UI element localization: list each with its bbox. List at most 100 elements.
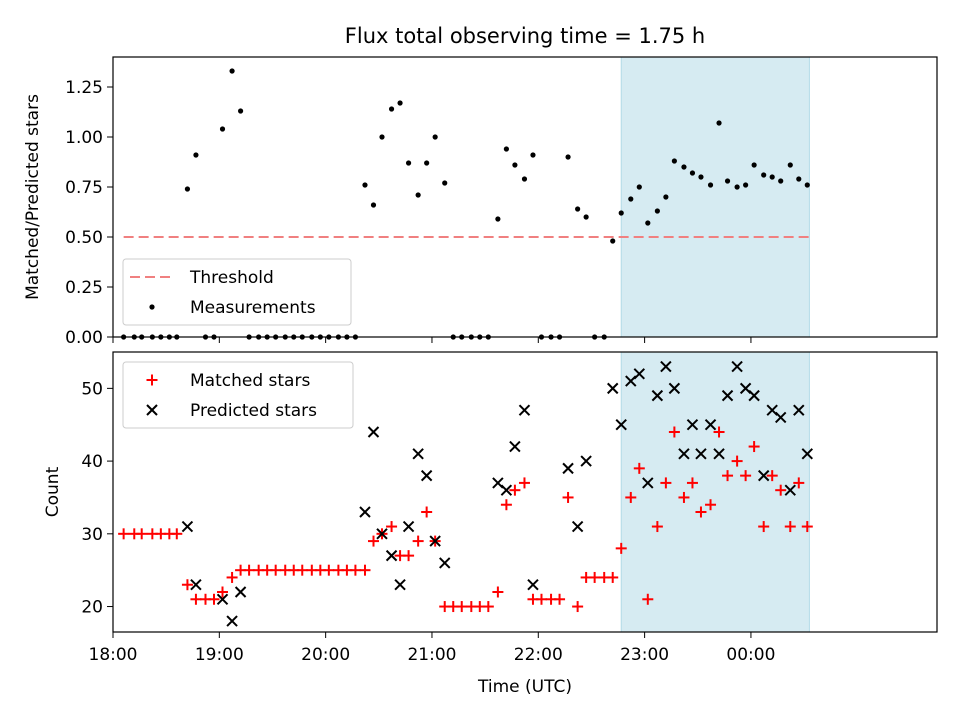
- predicted-star-point: [748, 389, 760, 402]
- predicted-star-point: [527, 579, 539, 591]
- matched-star-point: [181, 579, 193, 591]
- matched-star-point: [136, 528, 148, 540]
- matched-star-point: [784, 521, 796, 533]
- measurement-point: [654, 208, 660, 214]
- matched-star-point: [705, 499, 717, 511]
- matched-star-point: [349, 564, 361, 576]
- top-y-axis-label: Matched/Predicted stars: [23, 94, 43, 300]
- matched-star-point: [403, 550, 415, 562]
- measurement-point: [787, 162, 793, 168]
- matched-star-point: [412, 535, 424, 547]
- matched-star-point: [456, 601, 468, 613]
- measurement-point: [530, 152, 536, 158]
- predicted-star-point: [793, 404, 805, 416]
- measurement-point: [229, 68, 235, 74]
- matched-star-point: [509, 484, 521, 496]
- top-legend: Threshold Measurements: [122, 258, 352, 326]
- top-plot-frame: [112, 56, 938, 338]
- matched-star-point: [775, 484, 787, 496]
- bottom-plot-frame: [112, 351, 938, 633]
- measurement-point: [388, 106, 395, 112]
- matched-star-point: [722, 470, 734, 482]
- matched-star-point: [359, 564, 371, 576]
- matched-star-point: [270, 564, 282, 576]
- figure-title: Flux total observing time = 1.75 h: [345, 24, 705, 48]
- measurement-point: [512, 162, 518, 168]
- matched-star-point: [243, 564, 255, 576]
- measurement-point: [724, 178, 731, 184]
- matched-star-point: [695, 506, 707, 518]
- predicted-star-point: [518, 404, 531, 416]
- measurement-point: [751, 162, 757, 168]
- bottom-y-ticks: 20 30 40 50: [81, 379, 113, 618]
- legend-threshold-label: Threshold: [189, 268, 274, 288]
- matched-star-point: [668, 426, 680, 438]
- measurement-point: [804, 182, 810, 188]
- bottom-x-tick-label: 22:00: [514, 645, 563, 665]
- bottom-legend-box: [122, 361, 354, 429]
- predicted-star-point: [429, 535, 441, 547]
- matched-star-point: [651, 521, 663, 533]
- top-highlight-region: [620, 56, 810, 338]
- matched-star-point: [731, 455, 743, 467]
- matched-star-point: [589, 571, 601, 583]
- predicted-star-point: [607, 382, 619, 395]
- legend-predicted-label: Predicted stars: [190, 401, 317, 421]
- measurement-point: [219, 126, 226, 132]
- predicted-star-point: [500, 484, 513, 496]
- matched-star-point: [554, 593, 566, 605]
- measurement-point: [761, 172, 767, 178]
- predicted-star-point: [784, 484, 796, 496]
- predicted-star-point: [359, 506, 371, 518]
- bottom-x-tick-label: 18:00: [89, 645, 138, 665]
- measurement-point: [707, 182, 714, 188]
- matched-star-point: [572, 601, 584, 613]
- measurement-point: [193, 152, 199, 158]
- matched-star-point: [535, 593, 547, 605]
- matched-star-point: [500, 499, 512, 511]
- measurement-point: [645, 220, 651, 226]
- measurement-point: [698, 174, 704, 180]
- predicted-star-point: [394, 579, 406, 591]
- bottom-y-tick-label: 30: [81, 525, 103, 545]
- matched-star-point: [367, 535, 379, 547]
- matched-star-point: [482, 601, 494, 613]
- matched-stars-series: [118, 426, 813, 613]
- legend-matched-label: Matched stars: [190, 371, 310, 391]
- matched-star-point: [208, 593, 220, 605]
- measurement-point: [495, 216, 501, 222]
- measurement-point: [689, 170, 696, 176]
- measurement-point: [671, 158, 677, 164]
- matched-star-point: [793, 477, 805, 489]
- measurement-point: [503, 146, 509, 152]
- matched-star-point: [607, 571, 619, 583]
- predicted-star-point: [686, 419, 699, 431]
- matched-star-point: [615, 542, 627, 554]
- predicted-star-point: [181, 520, 194, 533]
- matched-star-point: [562, 491, 574, 503]
- measurement-point: [618, 210, 624, 216]
- top-y-tick-label: 0.50: [65, 228, 103, 248]
- matched-star-point: [323, 564, 335, 576]
- predicted-star-point: [731, 360, 743, 373]
- measurement-point: [769, 174, 775, 180]
- predicted-star-point: [801, 448, 813, 460]
- predicted-star-point: [704, 419, 717, 431]
- matched-star-point: [217, 586, 229, 598]
- top-y-tick-label: 1.00: [65, 128, 103, 148]
- matched-star-point: [660, 477, 672, 489]
- measurement-point: [415, 192, 421, 198]
- measurement-point: [796, 176, 802, 182]
- bottom-x-tick-label: 23:00: [620, 645, 669, 665]
- measurement-point: [442, 180, 448, 186]
- top-legend-box: [122, 258, 352, 326]
- bottom-x-tick-label: 20:00: [301, 645, 350, 665]
- matched-star-point: [740, 470, 752, 482]
- measurement-point: [716, 120, 722, 126]
- predicted-star-point: [660, 360, 672, 373]
- top-panel: 0.00 0.25 0.50 0.75 1.00 1.25 Matched/Predict…: [23, 56, 938, 348]
- predicted-star-point: [757, 469, 770, 482]
- predicted-star-point: [615, 419, 627, 431]
- measurement-point: [743, 182, 749, 188]
- top-y-tick-label: 0.00: [65, 328, 103, 348]
